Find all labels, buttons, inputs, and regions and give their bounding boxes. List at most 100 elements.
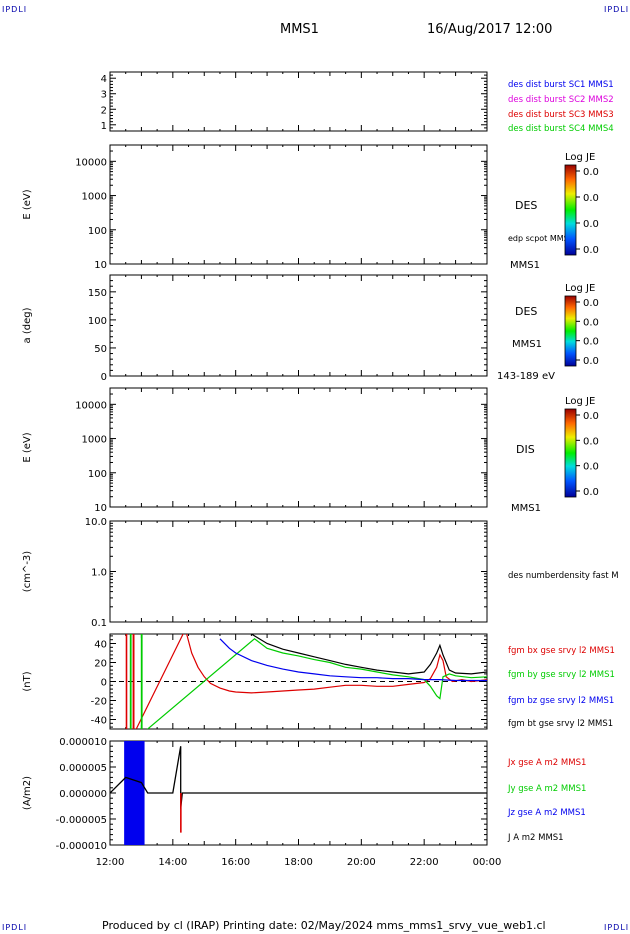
x-tick-label: 00:00: [473, 857, 502, 868]
colorbar: [564, 295, 577, 367]
legend-entry: Jx gse A m2 MMS1: [507, 758, 586, 768]
legend-entry: des dist burst SC4 MMS4: [508, 124, 614, 134]
legend-entry: des numberdensity fast M: [508, 571, 619, 581]
series-line: [129, 634, 487, 729]
y-tick-label: 100: [88, 226, 107, 237]
y-tick-label: 1: [101, 121, 107, 132]
side-label: MMS1: [510, 260, 540, 271]
series-line: [125, 634, 487, 729]
y-axis-label: (A/m2): [22, 776, 33, 810]
corner-label: IPDLI: [604, 923, 630, 932]
side-label: 143-189 eV: [497, 371, 555, 382]
y-tick-label: 0.1: [91, 618, 107, 629]
side-label: edp scpot MMS1: [508, 234, 574, 243]
colorbar-tick-label: 0.0: [583, 219, 599, 230]
y-tick-label: 1000: [82, 435, 107, 446]
y-tick-label: 50: [94, 344, 107, 355]
y-tick-label: -0.000005: [56, 815, 107, 826]
legend-entry: fgm bx gse srvy l2 MMS1: [508, 646, 615, 656]
y-tick-label: 3: [101, 90, 107, 101]
y-tick-label: 10000: [75, 157, 107, 168]
y-tick-label: 20: [94, 659, 107, 670]
colorbar: [564, 408, 577, 498]
y-axis-label: (nT): [22, 671, 33, 691]
legend-entry: fgm bz gse srvy l2 MMS1: [508, 696, 614, 706]
colorbar-tick-label: 0.0: [583, 356, 599, 367]
panel-frame: [109, 71, 488, 132]
y-tick-label: 1.0: [91, 568, 107, 579]
side-label: DIS: [516, 443, 535, 456]
y-axis-label: E (eV): [22, 189, 33, 219]
panel-frame: [109, 144, 488, 265]
legend-entry: Jz gse A m2 MMS1: [507, 808, 586, 818]
colorbar-tick-label: 0.0: [583, 487, 599, 498]
series-band: [124, 741, 145, 845]
legend-entry: des dist burst SC1 MMS1: [508, 80, 614, 90]
spacecraft-title: MMS1: [280, 22, 319, 37]
legend-entry: fgm by gse srvy l2 MMS1: [508, 670, 615, 680]
y-tick-label: -40: [91, 716, 107, 727]
y-tick-label: 0: [101, 678, 107, 689]
y-tick-label: 0.000000: [59, 789, 107, 800]
x-tick-label: 18:00: [284, 857, 313, 868]
colorbar-title: Log JE: [565, 152, 595, 163]
series-line: [110, 746, 487, 809]
legend-entry: des dist burst SC2 MMS2: [508, 95, 614, 105]
y-tick-label: 10: [94, 503, 107, 514]
legend-entry: J A m2 MMS1: [507, 833, 564, 843]
x-tick-label: 22:00: [410, 857, 439, 868]
y-tick-label: 1000: [82, 192, 107, 203]
corner-label: IPDLI: [604, 5, 630, 14]
colorbar-tick-label: 0.0: [583, 193, 599, 204]
y-tick-label: 40: [94, 640, 107, 651]
x-tick-label: 12:00: [96, 857, 125, 868]
y-tick-label: 10000: [75, 400, 107, 411]
colorbar-tick-label: 0.0: [583, 436, 599, 447]
colorbar-tick-label: 0.0: [583, 167, 599, 178]
colorbar: [564, 164, 577, 256]
y-tick-label: -20: [91, 697, 107, 708]
y-tick-label: 100: [88, 469, 107, 480]
y-tick-label: 10.0: [85, 517, 107, 528]
y-axis-label: a (deg): [22, 307, 33, 343]
y-tick-label: 4: [101, 74, 107, 85]
y-axis-label: (cm^-3): [22, 551, 33, 592]
y-tick-label: 100: [88, 316, 107, 327]
colorbar-tick-label: 0.0: [583, 298, 599, 309]
panel-frame: [109, 520, 488, 623]
colorbar-tick-label: 0.0: [583, 337, 599, 348]
side-label: MMS1: [512, 339, 542, 350]
side-label: DES: [515, 305, 537, 318]
panel-frame: [109, 387, 488, 508]
datetime-title: 16/Aug/2017 12:00: [427, 22, 553, 37]
y-tick-label: 0: [101, 372, 107, 383]
side-label: DES: [515, 199, 537, 212]
colorbar-tick-label: 0.0: [583, 411, 599, 422]
x-tick-label: 14:00: [158, 857, 187, 868]
side-label: MMS1: [511, 503, 541, 514]
legend-entry: Jy gse A m2 MMS1: [507, 784, 586, 794]
colorbar-title: Log JE: [565, 283, 595, 294]
y-tick-label: 2: [101, 105, 107, 116]
series-line: [251, 634, 487, 675]
y-tick-label: 0.000010: [59, 737, 107, 748]
legend-entry: des dist burst SC3 MMS3: [508, 110, 614, 120]
x-tick-label: 20:00: [347, 857, 376, 868]
y-axis-label: E (eV): [22, 432, 33, 462]
x-tick-label: 16:00: [221, 857, 250, 868]
corner-label: IPDLI: [2, 923, 28, 932]
legend-entry: fgm bt gse srvy l2 MMS1: [508, 719, 613, 729]
panel-frame: [109, 274, 488, 377]
colorbar-tick-label: 0.0: [583, 245, 599, 256]
colorbar-title: Log JE: [565, 396, 595, 407]
y-tick-label: -0.000010: [56, 841, 107, 852]
colorbar-tick-label: 0.0: [583, 317, 599, 328]
y-tick-label: 0.000005: [59, 763, 107, 774]
y-tick-label: 150: [88, 288, 107, 299]
corner-label: IPDLI: [2, 5, 28, 14]
colorbar-tick-label: 0.0: [583, 462, 599, 473]
y-tick-label: 10: [94, 260, 107, 271]
series-line: [219, 638, 487, 682]
footer-text: Produced by cl (IRAP) Printing date: 02/…: [102, 919, 546, 932]
